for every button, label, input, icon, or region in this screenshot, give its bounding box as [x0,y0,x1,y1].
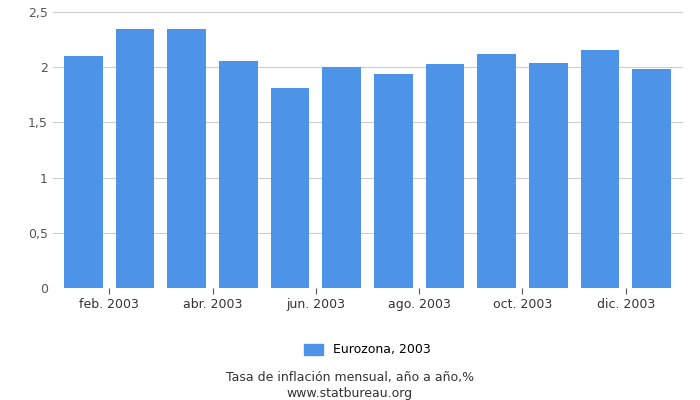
Bar [219,60,258,288]
Bar [374,74,413,288]
Bar [632,70,671,288]
Text: www.statbureau.org: www.statbureau.org [287,388,413,400]
Legend: Eurozona, 2003: Eurozona, 2003 [300,338,435,362]
Bar [529,63,568,288]
Bar [426,64,464,288]
Bar [167,28,206,288]
Bar [116,28,155,288]
Bar [477,54,516,288]
Bar [271,88,309,288]
Bar [322,67,361,288]
Text: Tasa de inflación mensual, año a año,%: Tasa de inflación mensual, año a año,% [226,372,474,384]
Bar [580,50,620,288]
Bar [64,56,103,288]
